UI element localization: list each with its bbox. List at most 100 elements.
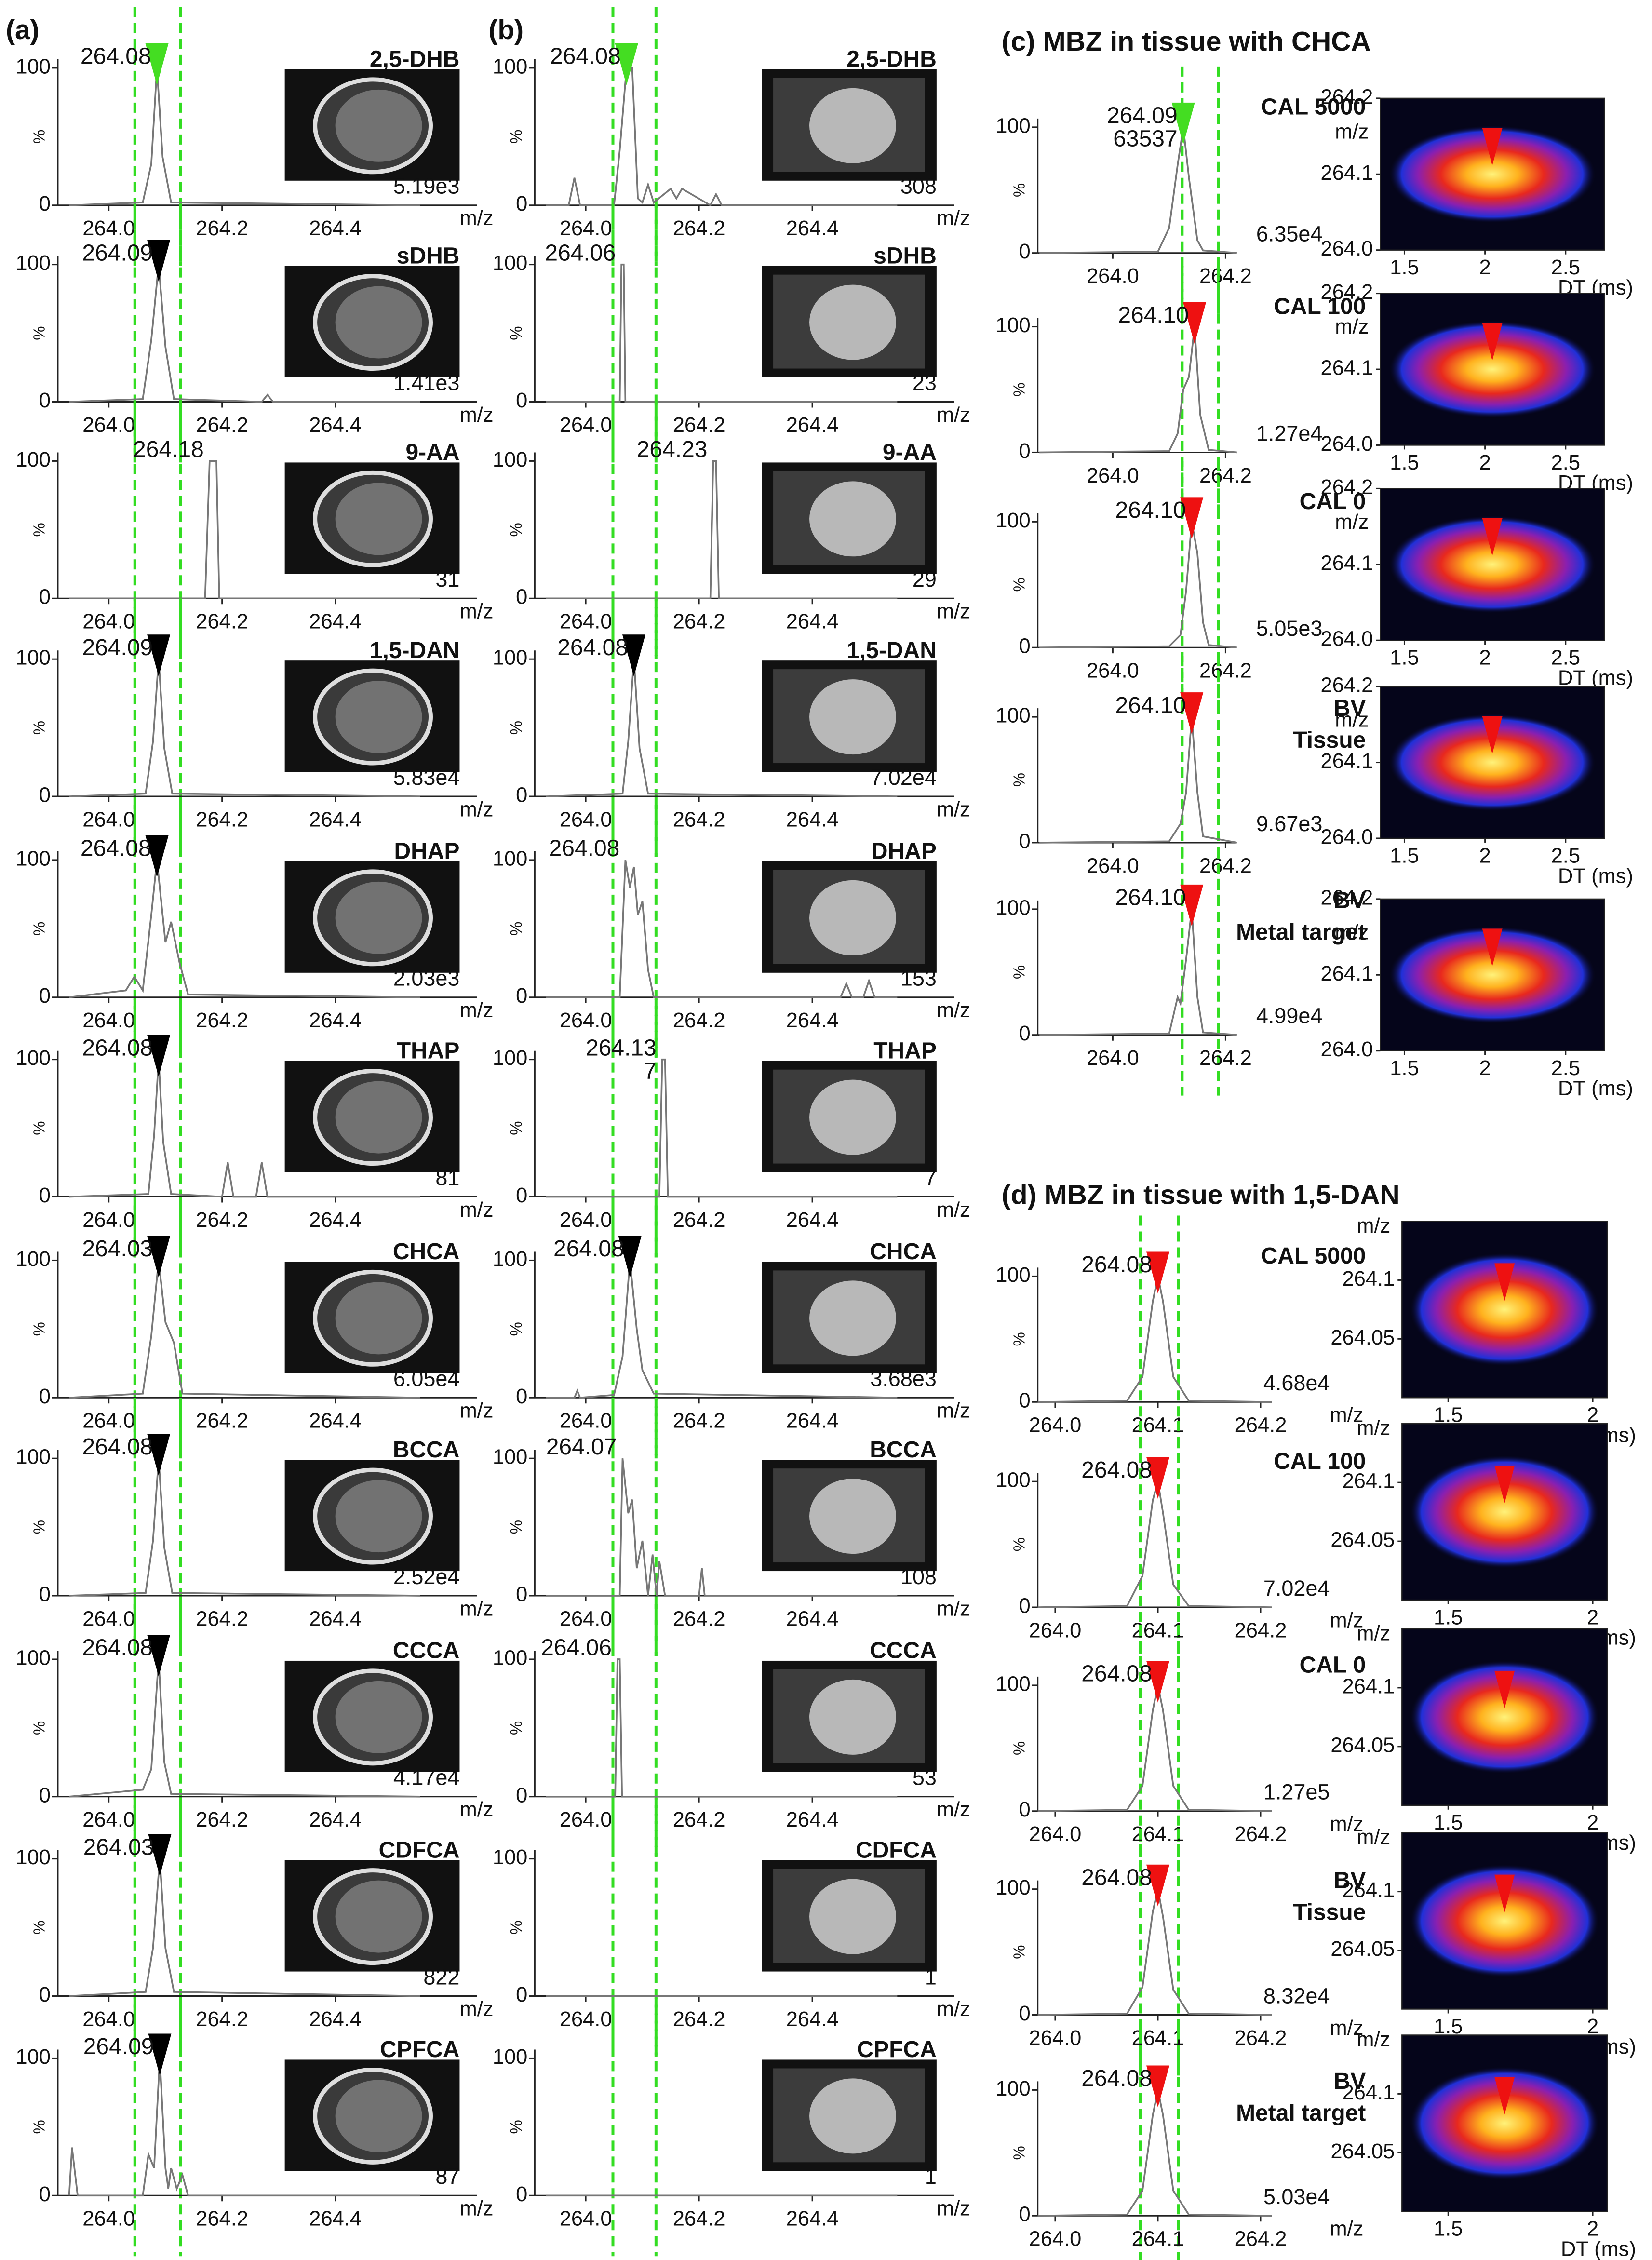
peak-label: 264.08 — [81, 44, 151, 69]
x-tick-label: 264.2 — [196, 610, 248, 633]
sample-spot — [335, 483, 422, 555]
sample-spot — [809, 88, 896, 163]
x-tick-label: 2 — [1479, 646, 1491, 670]
x-tick-label: 264.0 — [560, 1209, 612, 1232]
heatmap-frame — [1401, 1423, 1608, 1601]
y-tick-label: 264.1 — [1343, 1470, 1395, 1493]
peak-marker — [1180, 497, 1204, 539]
y-tick-label: 264.2 — [1321, 281, 1373, 304]
y-axis-label: % — [30, 922, 48, 936]
y-tick-label: 264.05 — [1330, 1529, 1395, 1552]
x-axis-label: m/z — [459, 1597, 493, 1620]
peak-marker — [618, 1236, 642, 1278]
sample-spot — [335, 1880, 422, 1953]
sample-spot — [335, 681, 422, 753]
x-tick-label: 264.0 — [1087, 1047, 1139, 1070]
y-tick-label: 0 — [1019, 2203, 1031, 2226]
matrix-label: Tissue — [1293, 1899, 1366, 1925]
intensity-label: 4.99e4 — [1256, 1004, 1323, 1028]
y-tick-label: 264.2 — [1321, 674, 1373, 697]
x-tick-label: 264.0 — [82, 1410, 135, 1433]
peak-marker — [1494, 1263, 1515, 1301]
heatmap-blob — [1389, 926, 1596, 1024]
intensity-label: 2.52e4 — [393, 1564, 460, 1589]
matrix-label: 1,5-DAN — [846, 638, 937, 663]
y-tick-label: 264.0 — [1321, 1038, 1373, 1061]
heatmap-blob — [1410, 1455, 1599, 1569]
y-axis-label: m/z — [1357, 1622, 1390, 1645]
x-tick-label: 264.4 — [786, 1410, 839, 1433]
intensity-label: 1 — [925, 1964, 937, 1989]
y-axis-label: m/z — [1335, 120, 1369, 143]
peak-marker — [1146, 1660, 1169, 1703]
matrix-label: Metal target — [1236, 920, 1366, 945]
peak-marker — [1494, 2077, 1515, 2115]
x-tick-label: 2.5 — [1551, 451, 1580, 474]
x-tick-label: 264.2 — [1235, 1823, 1287, 1846]
matrix-label: 2,5-DHB — [370, 47, 460, 72]
intensity-label: 6.35e4 — [1256, 222, 1323, 246]
y-tick-label: 0 — [516, 1983, 527, 2006]
x-tick-label: 264.4 — [786, 1009, 839, 1032]
y-tick-label: 264.2 — [1321, 476, 1373, 499]
y-tick-label: 0 — [39, 389, 51, 412]
y-tick-label: 100 — [493, 1646, 528, 1669]
x-axis-label: m/z — [1330, 1813, 1363, 1836]
x-tick-label: 264.0 — [560, 1607, 612, 1630]
intensity-label: 822 — [423, 1964, 459, 1989]
spectrum-line — [546, 1058, 898, 1198]
y-tick-label: 0 — [516, 192, 527, 215]
y-tick-label: 100 — [995, 114, 1031, 137]
peak-label: 264.08 — [1081, 2066, 1152, 2091]
x-tick-label: 1.5 — [1390, 451, 1419, 474]
y-tick-label: 0 — [1019, 635, 1031, 658]
sample-spot — [335, 286, 422, 359]
x-tick-label: 264.0 — [560, 610, 612, 633]
sample-spot — [809, 284, 896, 360]
y-tick-label: 100 — [15, 1248, 51, 1271]
intensity-label: 2.03e3 — [393, 966, 460, 991]
y-axis-label: % — [1010, 1537, 1028, 1551]
matrix-label: BV — [1334, 1868, 1366, 1893]
peak-label: 264.23 — [637, 437, 708, 462]
x-tick-label: 264.4 — [309, 1009, 362, 1032]
x-tick-label: 264.0 — [82, 1607, 135, 1630]
peak-label: 264.08 — [82, 1635, 153, 1661]
matrix-label: CDFCA — [379, 1837, 460, 1863]
x-tick-label: 1.5 — [1390, 646, 1419, 670]
peak-marker — [147, 1236, 171, 1278]
x-axis-label: m/z — [459, 1798, 493, 1821]
heatmap-frame — [1401, 1221, 1608, 1399]
peak-sublabel: 7 — [644, 1058, 657, 1084]
y-tick-label: 0 — [39, 586, 51, 609]
x-tick-label: 264.2 — [673, 2008, 725, 2031]
y-tick-label: 264.1 — [1321, 750, 1373, 773]
sample-spot — [335, 89, 422, 162]
peak-marker — [1146, 2065, 1169, 2108]
matrix-label: CPFCA — [857, 2037, 937, 2062]
matrix-label: BV — [1334, 888, 1366, 914]
y-axis-label: % — [507, 721, 525, 735]
x-tick-label: 1.5 — [1434, 1811, 1463, 1834]
matrix-label: sDHB — [873, 243, 937, 269]
y-tick-label: 100 — [995, 2077, 1031, 2100]
x-tick-label: 2 — [1479, 1057, 1491, 1080]
y-axis-label: % — [30, 523, 48, 537]
y-tick-label: 0 — [516, 586, 527, 609]
sample-spot — [809, 679, 896, 755]
spectrum-line — [1039, 909, 1237, 1036]
peak-label: 264.10 — [1118, 302, 1189, 328]
x-tick-label: 264.0 — [82, 2207, 135, 2231]
sample-spot — [335, 1081, 422, 1154]
y-tick-label: 100 — [995, 1264, 1031, 1287]
peak-sublabel: 63537 — [1113, 126, 1177, 151]
y-axis-label: % — [30, 130, 48, 144]
y-tick-label: 264.1 — [1343, 1675, 1395, 1698]
matrix-label: CPFCA — [380, 2037, 459, 2062]
y-tick-label: 100 — [493, 1846, 528, 1869]
y-tick-label: 100 — [493, 1248, 528, 1271]
y-axis-label: % — [507, 2120, 525, 2134]
y-tick-label: 264.1 — [1321, 161, 1373, 185]
y-axis-label: % — [30, 1920, 48, 1934]
intensity-label: 5.19e3 — [393, 174, 460, 199]
